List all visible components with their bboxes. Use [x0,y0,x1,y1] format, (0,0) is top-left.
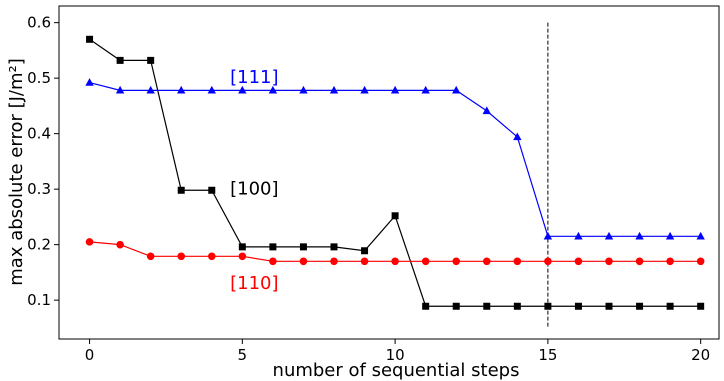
data-point [696,231,705,240]
data-point [482,106,491,115]
data-point [574,257,583,266]
data-point [452,302,460,310]
data-point [207,85,216,94]
y-tick-label: 0.3 [27,180,51,198]
series-line-100 [89,38,701,307]
y-tick-label: 0.4 [27,125,51,143]
data-point [391,257,399,266]
data-point [605,302,613,310]
data-point [360,85,369,94]
data-point [361,247,369,255]
data-point [207,252,216,261]
x-tick-label: 15 [538,346,557,364]
data-point [452,85,461,94]
data-point [666,302,674,310]
data-point [116,56,124,64]
y-tick-label: 0.2 [27,236,51,254]
data-point [574,302,582,310]
data-point [146,85,155,94]
data-point [604,231,614,240]
y-axis-title: max absolute error [J/m²] [6,58,27,286]
data-point [391,212,399,220]
series-labels: [100] [110] [111] [230,67,278,294]
data-point [421,257,430,266]
data-point [360,257,369,266]
data-point [238,85,247,94]
data-point [299,243,307,251]
data-point [329,85,339,94]
data-point [85,238,94,246]
data-point [483,302,491,310]
data-point [696,257,705,266]
data-point [86,35,94,43]
x-axis-ticks: 0 5 10 15 20 [85,339,710,364]
series-label-100: [100] [230,179,278,200]
data-point [238,252,247,261]
data-point [482,257,491,266]
data-point [635,231,644,240]
data-point [544,257,552,266]
data-point [330,243,338,251]
y-tick-label: 0.1 [27,291,51,309]
data-point [208,186,216,194]
y-tick-label: 0.6 [27,14,51,32]
data-point [238,243,246,251]
data-point [269,257,277,266]
x-tick-label: 0 [85,346,95,364]
data-point [636,302,644,310]
data-point [513,132,522,141]
data-point [177,186,185,194]
data-point [421,85,430,94]
data-point [452,257,461,266]
data-point [665,231,675,240]
data-point [543,231,553,240]
data-point [116,240,124,249]
data-point [697,302,705,310]
x-tick-label: 5 [238,346,248,364]
y-tick-label: 0.5 [27,69,51,87]
data-point [299,85,308,94]
data-point [513,302,521,310]
data-point [544,302,552,310]
data-point [299,257,308,266]
data-point [146,252,155,261]
data-point [666,257,674,266]
series-label-110: [110] [230,273,278,294]
series-100 [86,35,705,310]
data-point [268,85,278,94]
data-point [635,257,644,266]
data-point [330,257,338,266]
data-point [574,231,583,240]
data-point [147,56,155,64]
data-point [513,257,522,266]
x-tick-label: 20 [691,346,710,364]
data-point [390,85,400,94]
series-layer [85,35,705,310]
y-axis-ticks: 0.1 0.2 0.3 0.4 0.5 0.6 [27,14,59,309]
data-point [115,85,125,94]
data-point [269,243,277,251]
x-tick-label: 10 [386,346,405,364]
data-point [85,78,94,86]
plot-frame [58,5,720,340]
data-point [422,302,430,310]
data-point [177,252,186,261]
series-110 [85,238,705,266]
data-point [177,85,186,94]
data-point [605,257,613,266]
x-axis-title: number of sequential steps [273,360,520,381]
series-111 [85,78,705,240]
series-label-111: [111] [230,67,278,88]
